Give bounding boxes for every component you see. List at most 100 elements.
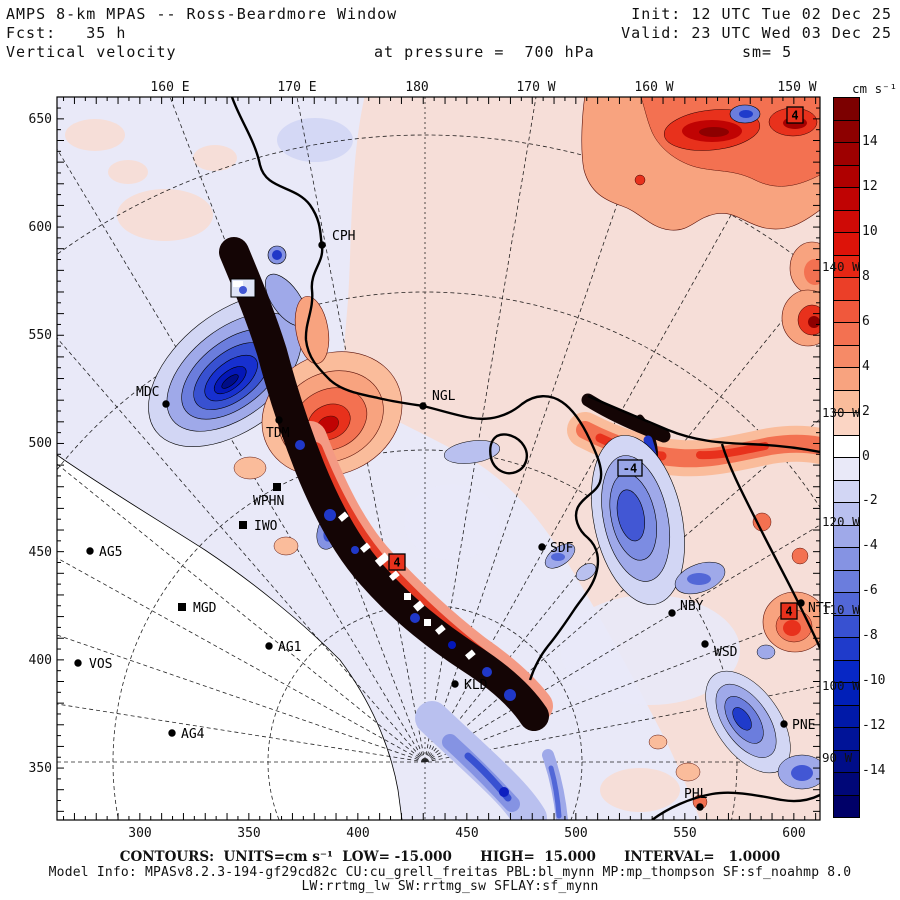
colorbar-cell [834, 390, 859, 413]
station-mdc: MDC [136, 385, 170, 408]
physics-info: LW:rrtmg_lw SW:rrtmg_sw SFLAY:sf_mynn [301, 879, 599, 894]
colorbar-tick-label: -6 [862, 583, 878, 599]
right-longitude-label: 110 W [822, 602, 860, 617]
colorbar-cell [834, 188, 859, 211]
station-sdf: SDF [538, 541, 574, 556]
inset-box-marker [230, 278, 256, 298]
colorbar-tick-label: -12 [862, 718, 886, 734]
colorbar-cell [834, 548, 859, 571]
station-wsd: WSD [701, 640, 738, 660]
colorbar-cell [834, 660, 859, 683]
colorbar-tick-label: 4 [862, 358, 870, 374]
top-longitude-label: 170 E [277, 80, 316, 95]
contours-info: CONTOURS: UNITS=cm s⁻¹ LOW= -15.000 HIGH… [119, 849, 781, 865]
colorbar-cell [834, 458, 859, 481]
top-longitude-label: 180 [405, 80, 428, 95]
station-label: WPHN [253, 494, 284, 509]
station-label: NGL [432, 389, 456, 404]
plot-title: AMPS 8-km MPAS -- Ross-Beardmore Window [6, 5, 398, 23]
y-axis-label: 550 [29, 328, 52, 343]
axis-ticks [57, 97, 820, 820]
x-axis-label: 400 [346, 826, 369, 841]
x-axis-label: 500 [564, 826, 587, 841]
station-label: WSD [714, 645, 738, 660]
top-longitude-label: 160 W [634, 80, 673, 95]
colorbar-cell [834, 683, 859, 706]
station-label: MGD [193, 601, 217, 616]
station-vos: VOS [74, 657, 112, 672]
colorbar-tick-label: 0 [862, 448, 870, 464]
field-name: Vertical velocity [6, 43, 177, 61]
colorbar-cell [834, 278, 859, 301]
station-wphn: WPHN [253, 483, 284, 509]
station-label: KLD [464, 678, 488, 693]
station-kld: KLD [451, 678, 488, 693]
colorbar-cell [834, 300, 859, 323]
colorbar-cell [834, 435, 859, 458]
colorbar-cell [834, 233, 859, 256]
colorbar-cell [834, 615, 859, 638]
colorbar-cell [834, 705, 859, 728]
colorbar-cell [834, 525, 859, 548]
svg-text:4: 4 [785, 605, 792, 619]
svg-text:-4: -4 [623, 462, 637, 476]
right-longitude-label: 100 W [822, 678, 860, 693]
init-time: Init: 12 UTC Tue 02 Dec 25 [631, 5, 892, 23]
top-longitude-label: 150 W [777, 80, 816, 95]
right-longitude-label: 130 W [822, 405, 860, 420]
station-label: PNE [792, 718, 815, 733]
colorbar-tick-label: -10 [862, 673, 886, 689]
station-label: SDF [550, 541, 574, 556]
top-longitude-label: 170 W [516, 80, 555, 95]
y-axis-label: 650 [29, 112, 52, 127]
station-label: CPH [332, 229, 355, 244]
colorbar-cell [834, 503, 859, 526]
colorbar-cell [834, 368, 859, 391]
station-ag4: AG4 [168, 727, 205, 742]
y-axis-label: 350 [29, 761, 52, 776]
station-ag5: AG5 [86, 545, 122, 560]
station-phl: PHL [684, 787, 708, 811]
plot-border [56, 96, 821, 821]
colorbar [833, 97, 860, 818]
colorbar-tick-label: -4 [862, 538, 878, 554]
station-label: TDM [266, 426, 290, 441]
colorbar-tick-label: -8 [862, 628, 878, 644]
station-label: AG5 [99, 545, 122, 560]
colorbar-cell [834, 570, 859, 593]
station-tdm: TDM [266, 416, 290, 441]
boxed-contour-label: 4 [780, 602, 798, 620]
contour-blobs [148, 97, 820, 820]
x-axis-label: 450 [455, 826, 478, 841]
station-label: IWO [254, 519, 278, 534]
pressure-level: at pressure = 700 hPa [374, 43, 595, 61]
colorbar-cell [834, 323, 859, 346]
boxed-contour-label: -4 [617, 459, 643, 477]
boxed-contour-label: 4 [786, 106, 804, 124]
x-axis-label: 600 [782, 826, 805, 841]
colorbar-cell [834, 345, 859, 368]
colorbar-cell [834, 593, 859, 616]
station-label: MDC [136, 385, 159, 400]
station-label: AG1 [278, 640, 301, 655]
colorbar-cell [834, 210, 859, 233]
colorbar-cell [834, 795, 859, 817]
y-axis-label: 450 [29, 545, 52, 560]
colorbar-tick-label: 2 [862, 403, 870, 419]
colorbar-title: cm s⁻¹ [852, 81, 898, 96]
station-label: NBY [680, 599, 704, 614]
colorbar-tick-label: 12 [862, 178, 878, 194]
colorbar-cell [834, 98, 859, 121]
colorbar-tick-label: -2 [862, 493, 878, 509]
station-cph: CPH [318, 229, 355, 249]
colorbar-cell [834, 728, 859, 751]
x-axis-label: 300 [128, 826, 151, 841]
colorbar-cell [834, 750, 859, 773]
colorbar-tick-label: -14 [862, 763, 886, 779]
station-iwo: IWO [239, 519, 278, 534]
station-nby: NBY [668, 599, 704, 617]
boxed-contour-label: 4 [388, 553, 406, 571]
smoothing-label: sm= 5 [742, 43, 793, 61]
